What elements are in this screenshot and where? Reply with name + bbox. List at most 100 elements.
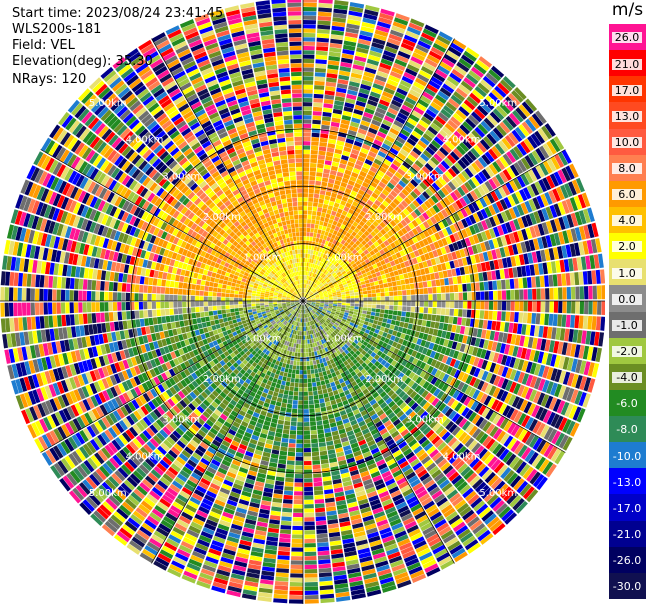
- velocity-gate: [419, 301, 424, 307]
- velocity-gate: [437, 112, 449, 122]
- velocity-gate: [306, 262, 309, 267]
- velocity-gate: [366, 58, 380, 66]
- velocity-gate: [321, 415, 329, 421]
- velocity-gate: [527, 403, 537, 416]
- velocity-gate: [271, 353, 276, 359]
- velocity-gate: [303, 63, 315, 68]
- velocity-gate: [316, 287, 321, 291]
- velocity-gate: [347, 85, 359, 92]
- velocity-gate: [372, 297, 377, 301]
- velocity-gate: [436, 264, 443, 272]
- velocity-gate: [544, 395, 554, 409]
- velocity-gate: [451, 412, 461, 423]
- velocity-gate: [362, 307, 368, 311]
- velocity-gate: [411, 301, 416, 307]
- velocity-gate: [452, 112, 464, 124]
- velocity-gate: [525, 387, 534, 400]
- velocity-gate: [314, 368, 319, 374]
- velocity-gate: [428, 465, 440, 476]
- velocity-gate: [341, 245, 347, 251]
- velocity-gate: [235, 451, 245, 459]
- velocity-gate: [383, 115, 395, 124]
- velocity-gate: [249, 419, 257, 426]
- velocity-gate: [279, 333, 284, 339]
- velocity-gate: [293, 343, 297, 348]
- velocity-gate: [397, 168, 406, 176]
- velocity-gate: [441, 57, 455, 68]
- velocity-gate: [508, 394, 517, 406]
- velocity-gate: [413, 175, 422, 184]
- velocity-gate: [368, 409, 376, 417]
- velocity-gate: [268, 523, 280, 529]
- velocity-gate: [273, 349, 278, 355]
- velocity-gate: [347, 571, 362, 579]
- velocity-gate: [446, 269, 453, 278]
- velocity-gate: [448, 410, 457, 420]
- velocity-gate: [448, 98, 460, 109]
- velocity-gate: [360, 269, 366, 275]
- velocity-gate: [288, 599, 303, 604]
- velocity-gate: [510, 289, 515, 300]
- velocity-gate: [302, 305, 303, 310]
- velocity-gate: [303, 400, 309, 405]
- velocity-gate: [295, 308, 299, 312]
- velocity-gate: [338, 266, 343, 271]
- velocity-gate: [524, 416, 535, 430]
- velocity-gate: [333, 184, 340, 190]
- velocity-gate: [478, 319, 484, 329]
- velocity-gate: [397, 310, 402, 316]
- velocity-gate: [197, 538, 210, 548]
- velocity-gate: [512, 231, 520, 243]
- velocity-gate: [524, 154, 535, 168]
- velocity-gate: [484, 240, 491, 251]
- velocity-gate: [370, 243, 376, 250]
- velocity-gate: [471, 129, 482, 141]
- velocity-gate: [179, 469, 190, 479]
- velocity-gate: [472, 460, 483, 472]
- velocity-gate: [422, 149, 433, 159]
- velocity-gate: [327, 280, 332, 285]
- velocity-gate: [485, 95, 498, 108]
- velocity-gate: [476, 263, 483, 273]
- velocity-gate: [311, 132, 320, 138]
- velocity-gate: [486, 133, 497, 145]
- velocity-gate: [257, 472, 267, 479]
- velocity-gate: [359, 330, 365, 336]
- velocity-gate: [352, 408, 360, 416]
- velocity-gate: [328, 247, 333, 253]
- velocity-gate: [287, 328, 291, 333]
- velocity-gate: [319, 295, 324, 298]
- velocity-gate: [453, 308, 459, 317]
- velocity-gate: [393, 140, 404, 148]
- velocity-gate: [540, 338, 547, 351]
- velocity-gate: [485, 166, 495, 178]
- velocity-gate: [460, 156, 471, 167]
- velocity-gate: [378, 166, 387, 174]
- velocity-gate: [261, 570, 275, 577]
- velocity-gate: [375, 135, 385, 143]
- velocity-gate: [346, 244, 352, 250]
- velocity-gate: [350, 371, 357, 377]
- velocity-gate: [585, 255, 591, 270]
- velocity-gate: [367, 322, 373, 327]
- velocity-gate: [375, 288, 381, 293]
- velocity-gate: [303, 279, 306, 284]
- velocity-gate: [273, 440, 281, 447]
- velocity-gate: [512, 345, 519, 357]
- velocity-gate: [507, 195, 516, 207]
- velocity-gate: [262, 353, 268, 359]
- velocity-gate: [267, 346, 273, 352]
- velocity-gate: [404, 317, 410, 323]
- velocity-gate: [357, 347, 364, 353]
- velocity-gate: [197, 445, 207, 454]
- velocity-gate: [344, 286, 349, 290]
- velocity-gate: [188, 525, 201, 535]
- velocity-gate: [341, 263, 347, 269]
- velocity-gate: [331, 319, 336, 324]
- velocity-gate: [466, 336, 473, 345]
- velocity-gate: [263, 402, 270, 408]
- velocity-gate: [507, 245, 515, 256]
- velocity-gate: [496, 311, 502, 321]
- velocity-gate: [383, 539, 396, 548]
- velocity-gate: [407, 455, 418, 464]
